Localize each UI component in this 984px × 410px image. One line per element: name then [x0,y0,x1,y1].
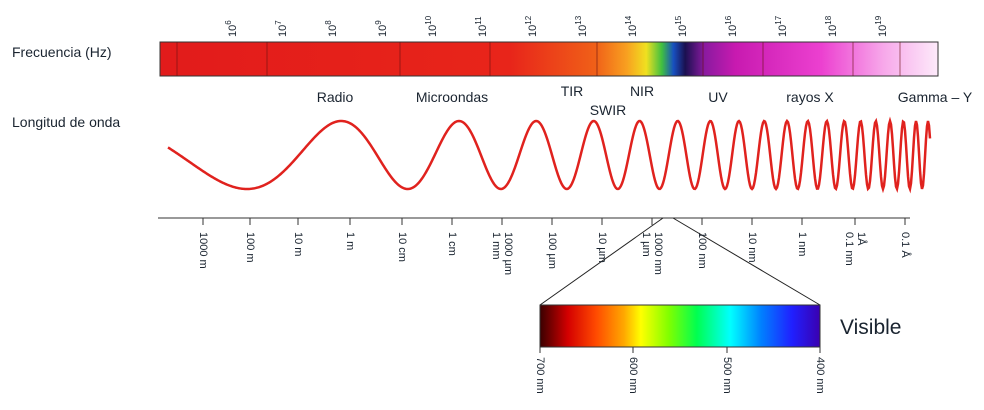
frequency-label: Frecuencia (Hz) [12,44,112,60]
tick-base: 10 [727,25,739,37]
region-label: TIR [561,83,584,99]
tick-base: 10 [827,25,839,37]
tick-base: 10 [877,25,889,37]
region-label: UV [708,89,728,105]
visible-tick-label: 500 nm [721,357,733,394]
tick-exponent: 14 [624,15,633,24]
wavelength-tick-label: 10 µm [596,232,608,263]
tick-exponent: 12 [524,15,533,24]
zoom-line [672,217,821,306]
frequency-tick-label: 1019 [874,15,889,37]
band-dividers [176,42,901,76]
wavelength-tick-label: 1000 µm [502,232,514,275]
wavelength-tick-label: 100 m [244,232,256,263]
frequency-tick-label: 1015 [674,15,689,37]
visible-tick-label: 700 nm [534,357,546,394]
tick-exponent: 8 [324,20,333,25]
frequency-tick-label: 109 [374,20,389,37]
zoom-line [539,217,664,306]
region-label: SWIR [590,102,627,118]
visible-label: Visible [840,316,901,339]
wavelength-tick-label: 1 nm [796,232,808,256]
tick-exponent: 19 [874,15,883,24]
tick-exponent: 16 [724,15,733,24]
tick-base: 10 [227,25,239,37]
tick-exponent: 11 [474,16,483,25]
wavelength-tick-label: 10 nm [746,232,758,263]
tick-exponent: 7 [274,20,283,25]
region-label: Radio [317,89,354,105]
wavelength-tick-label: 0.1 nm [843,232,855,266]
region-label: NIR [630,83,654,99]
wave [167,116,932,194]
tick-base: 10 [277,25,289,37]
tick-exponent: 15 [674,15,683,24]
tick-base: 10 [377,25,389,37]
tick-base: 10 [327,25,339,37]
tick-base: 10 [577,25,589,37]
wavelength-tick-label: 100 nm [696,232,708,269]
frequency-tick-label: 106 [224,20,239,37]
tick-exponent: 6 [224,20,233,25]
wavelength-tick-label: 1 m [344,232,356,250]
frequency-tick-label: 1016 [724,15,739,37]
tick-base: 10 [627,25,639,37]
tick-base: 10 [777,25,789,37]
visible-tick-label: 600 nm [627,357,639,394]
tick-exponent: 13 [574,15,583,24]
wavelength-tick-label: 1Å [855,232,868,246]
tick-exponent: 9 [374,20,383,25]
frequency-bar [159,41,939,77]
tick-base: 10 [677,25,689,37]
wavelength-tick-label: 1000 nm [652,232,664,275]
tick-exponent: 18 [824,15,833,24]
frequency-tick-label: 1018 [824,15,839,37]
tick-exponent: 17 [774,15,783,24]
wavelength-tick-label: 10 m [292,232,304,256]
wavelength-tick-label: 1000 m [197,232,209,269]
tick-exponent: 10 [424,15,433,24]
wavelength-label: Longitud de onda [12,114,120,130]
frequency-tick-label: 1011 [474,16,489,37]
wavelength-tick-label: 1 µm [640,232,652,257]
visible-tick-label: 400 nm [814,357,826,394]
wavelength-tick-label: 10 cm [396,232,408,262]
tick-base: 10 [477,25,489,37]
wavelength-tick-label: 1 cm [446,232,458,256]
tick-base: 10 [427,25,439,37]
frequency-tick-label: 1014 [624,15,639,37]
tick-base: 10 [527,25,539,37]
wavelength-tick-label: 0.1 Å [899,232,912,258]
frequency-tick-label: 1012 [524,15,539,37]
region-label: Gamma – Y [898,89,973,105]
region-label: Microondas [416,89,488,105]
frequency-tick-label: 107 [274,20,289,37]
region-label: rayos X [786,89,834,105]
frequency-tick-label: 1010 [424,15,439,37]
frequency-tick-label: 1017 [774,15,789,37]
frequency-tick-label: 108 [324,20,339,37]
wavelength-tick-label: 1 mm [490,232,502,260]
visible-bar [539,304,821,348]
wavelength-tick-label: 100 µm [546,232,558,269]
frequency-tick-label: 1013 [574,15,589,37]
